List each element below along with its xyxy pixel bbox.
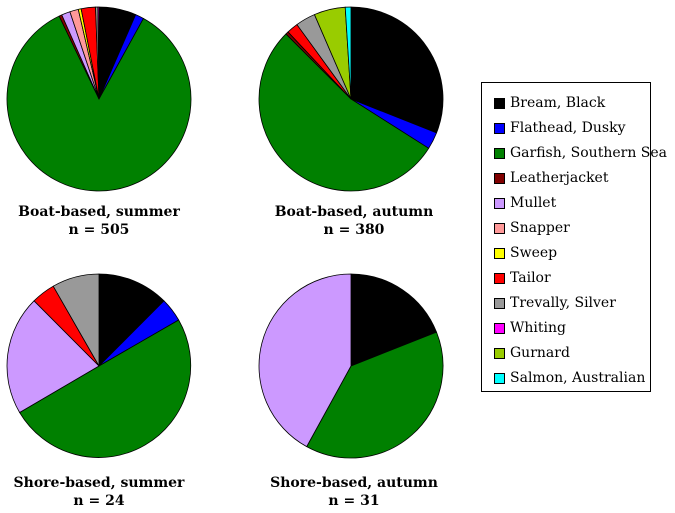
legend-label: Trevally, Silver — [510, 295, 616, 311]
caption-shore-summer: Shore-based, summer n = 24 — [0, 474, 204, 510]
legend-swatch — [494, 372, 505, 384]
legend-item: Bream, Black — [494, 93, 605, 113]
pie-slice-bream-black — [98, 273, 165, 367]
pie-shore-autumn — [258, 273, 444, 459]
legend-item: Tailor — [494, 268, 551, 288]
legend-label: Whiting — [510, 320, 566, 336]
legend-swatch — [494, 322, 505, 334]
caption-title: Boat-based, summer — [18, 204, 180, 220]
pie-slice-trevally-silver — [52, 273, 100, 367]
legend: Bream, Black Flathead, Dusky Garfish, So… — [481, 82, 667, 392]
legend-swatch — [494, 247, 505, 259]
caption-boat-autumn: Boat-based, autumn n = 380 — [249, 203, 459, 239]
caption-sample-size: n = 24 — [73, 493, 125, 509]
legend-item: Whiting — [494, 318, 566, 338]
legend-label: Tailor — [510, 270, 551, 286]
legend-swatch — [494, 347, 505, 359]
legend-label: Leatherjacket — [510, 170, 609, 186]
caption-sample-size: n = 31 — [328, 493, 380, 509]
legend-item: Mullet — [494, 193, 556, 213]
pie-slice-mullet — [6, 300, 100, 413]
legend-item: Leatherjacket — [494, 168, 608, 188]
legend-item: Garfish, Southern Sea — [494, 143, 667, 163]
legend-item: Salmon, Australian — [494, 368, 645, 388]
caption-sample-size: n = 380 — [323, 222, 385, 238]
pie-shore-summer — [6, 273, 192, 458]
legend-swatch — [494, 122, 505, 134]
legend-label: Mullet — [510, 195, 557, 211]
legend-item: Trevally, Silver — [494, 293, 616, 313]
legend-swatch — [494, 97, 505, 109]
legend-label: Sweep — [510, 245, 558, 261]
pie-slice-garfish-southern-sea — [258, 33, 430, 192]
pie-boat-summer — [6, 6, 192, 192]
legend-label: Snapper — [510, 220, 570, 236]
pie-slice-garfish-southern-sea — [6, 15, 192, 192]
pie-slice-salmon-australian — [344, 6, 352, 100]
legend-swatch — [494, 297, 505, 309]
legend-label: Garfish, Southern Sea — [510, 145, 668, 161]
legend-swatch — [494, 147, 505, 159]
legend-swatch — [494, 272, 505, 284]
legend-swatch — [494, 222, 505, 234]
pie-slice-mullet — [258, 273, 352, 448]
caption-title: Shore-based, summer — [13, 475, 185, 491]
caption-sample-size: n = 505 — [68, 222, 130, 238]
caption-title: Shore-based, autumn — [270, 475, 438, 491]
legend-label: Flathead, Dusky — [510, 120, 626, 136]
pie-slice-whiting — [97, 6, 100, 100]
legend-item: Gurnard — [494, 343, 570, 363]
legend-label: Bream, Black — [510, 95, 606, 111]
legend-label: Gurnard — [510, 345, 570, 361]
pie-boat-autumn — [258, 6, 444, 192]
legend-swatch — [494, 172, 505, 184]
pie-slice-garfish-southern-sea — [306, 331, 444, 459]
pie-slice-bream-black — [350, 273, 437, 367]
caption-shore-autumn: Shore-based, autumn n = 31 — [249, 474, 459, 510]
legend-item: Flathead, Dusky — [494, 118, 626, 138]
legend-swatch — [494, 197, 505, 209]
legend-item: Snapper — [494, 218, 570, 238]
legend-item: Sweep — [494, 243, 557, 263]
caption-boat-summer: Boat-based, summer n = 505 — [0, 203, 204, 239]
pie-slice-garfish-southern-sea — [19, 319, 192, 458]
pie-slice-bream-black — [350, 6, 444, 134]
legend-label: Salmon, Australian — [510, 370, 646, 386]
caption-title: Boat-based, autumn — [274, 204, 434, 220]
